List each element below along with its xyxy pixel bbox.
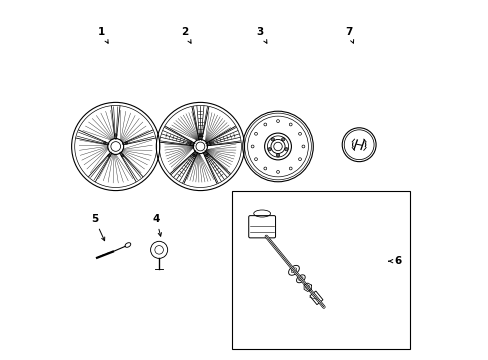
Text: 1: 1 [98, 27, 108, 43]
Text: 5: 5 [91, 214, 104, 241]
Text: 6: 6 [388, 256, 401, 266]
Text: 7: 7 [344, 27, 353, 43]
Bar [232, 190, 409, 349]
Text: 2: 2 [181, 27, 191, 43]
Text: 3: 3 [256, 27, 266, 43]
Text: 4: 4 [152, 214, 161, 236]
